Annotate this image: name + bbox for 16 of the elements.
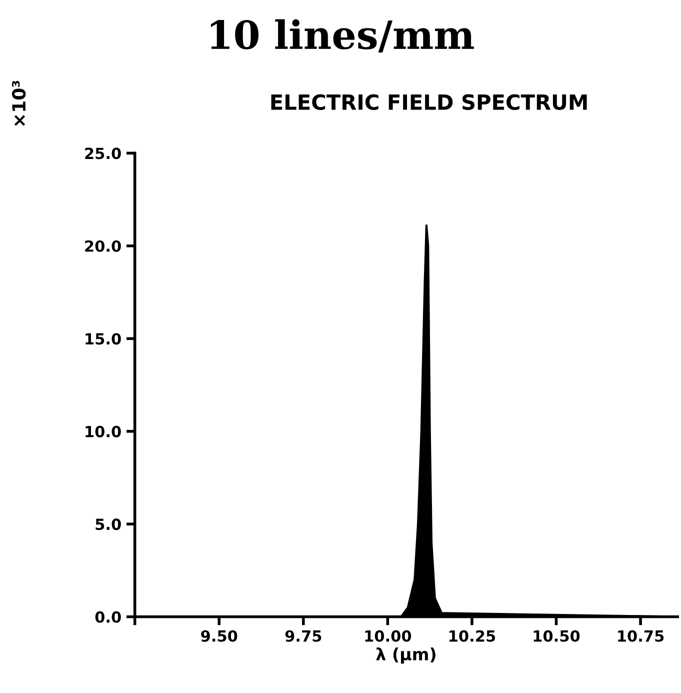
y-tick-label: 20.0 (85, 240, 121, 252)
x-tick-label: 9.50 (201, 630, 238, 642)
y-axis-title: ×10³ (12, 80, 26, 126)
chart-subtitle: ELECTRIC FIELD SPECTRUM (271, 94, 587, 110)
x-axis-title: λ (μm) (376, 648, 436, 664)
x-tick-label: 10.75 (618, 630, 664, 642)
y-tick-label: 5.0 (96, 518, 121, 530)
y-tick-label: 15.0 (86, 333, 121, 345)
y-tick-label: 10.0 (86, 426, 121, 438)
y-tick-label: 0.0 (95, 611, 121, 623)
x-tick-label: 10.25 (450, 630, 496, 642)
y-tick-label: 25.0 (85, 148, 121, 160)
x-tick-label: 10.00 (365, 630, 412, 642)
x-tick-label: 10.50 (534, 630, 580, 642)
chart-title: 10 lines/mm (210, 19, 474, 52)
x-tick-label: 9.75 (285, 630, 322, 642)
